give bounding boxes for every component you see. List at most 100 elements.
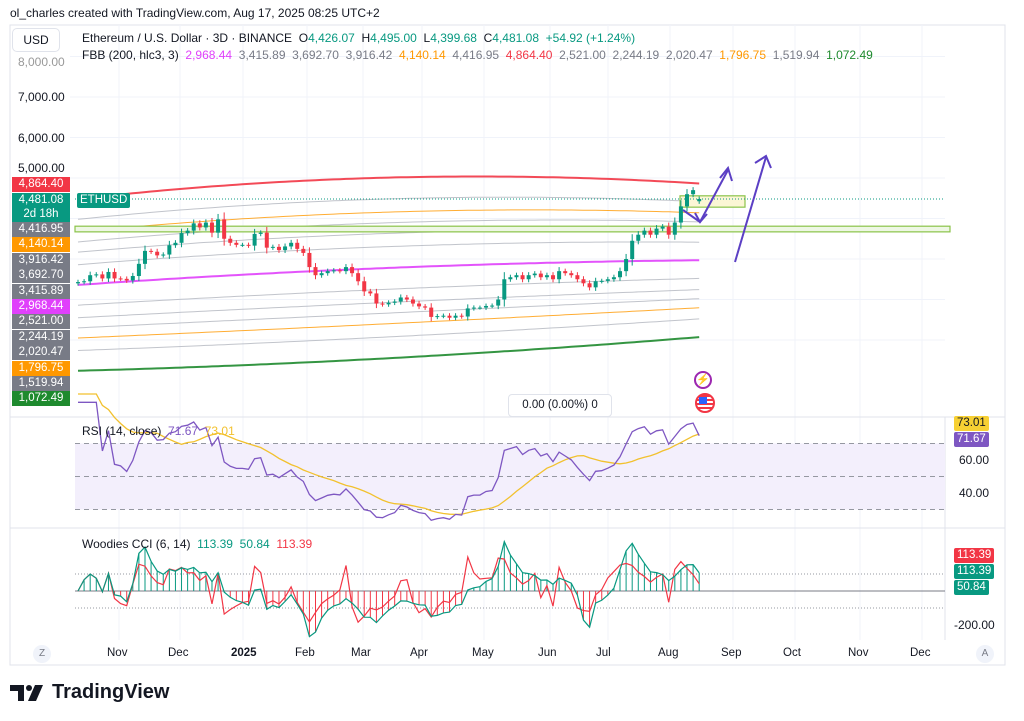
candle-body [112,271,117,279]
candle-body [417,303,422,307]
candle-body [155,251,160,256]
fbb-value: 4,416.95 [452,48,500,62]
fbb-value: 2,968.44 [185,48,233,62]
candle-body [520,275,525,280]
time-axis-label: Aug [658,647,679,659]
fbb-value: 3,916.42 [345,48,393,62]
candle-body [350,267,355,274]
time-axis-label: Apr [410,647,428,659]
candle-body [130,276,135,281]
candle-body [343,267,348,272]
candle-body [672,222,677,235]
fbb-value: 2,521.00 [559,48,606,62]
cci-value: 113.39 [197,537,233,551]
fbb-value: 3,415.89 [238,48,286,62]
candle-body [404,297,409,300]
candle-body [465,308,470,317]
candle-body [142,250,147,264]
lightning-event-icon[interactable]: ⚡ [694,371,712,389]
support-zone [74,225,951,233]
candle-body [605,279,610,281]
band-price-label: 2,020.47 [12,345,70,361]
candle-body [228,238,233,243]
arrow-head-icon [719,165,733,182]
rsi-tick: 60.00 [959,453,990,467]
cci-legend[interactable]: Woodies CCI (6, 14) 113.39 50.84 113.39 [82,537,312,551]
fbb-band-line [77,336,700,372]
ticker-tag: ETHUSD [77,193,131,208]
zoom-reset-button[interactable]: Z [33,645,51,663]
time-axis-label: May [472,647,494,659]
cci-tick: -200.00 [954,618,995,632]
rsi-legend[interactable]: RSI (14, close) 71.67 73.01 [82,424,235,438]
candle-body [538,273,543,278]
change-value: +54.92 (+1.24%) [545,31,636,45]
tradingview-logo[interactable]: TradingView [10,681,169,704]
candle-body [477,307,482,309]
candle-body [289,242,294,247]
candle-body [276,246,281,251]
fbb-band-line [77,298,700,329]
fbb-band-line [77,318,700,351]
candle-body [124,278,129,281]
candle-body [648,230,653,235]
candle-body [356,273,361,282]
candle-body [94,274,99,276]
candle-body [496,299,501,306]
candle-body [319,273,324,276]
high-label: H [361,31,371,45]
candle-body [398,297,403,302]
candle-body [587,283,592,288]
fbb-value: 1,072.49 [826,48,873,62]
candle-body [191,223,196,231]
open-label: O [298,31,309,45]
cci-tag: 50.84 [954,580,989,595]
candle-body [313,267,318,276]
candle-body [697,199,702,202]
candle-body [691,190,696,195]
candle-body [642,230,647,235]
band-price-label: 4,140.14 [12,237,70,253]
candle-body [100,274,105,279]
candle-body [203,222,208,228]
candle-body [173,242,178,246]
fbb-value: 4,140.14 [398,48,446,62]
fbb-band-line [77,307,700,339]
time-axis-label: Jul [596,647,611,659]
rsi-value: 71.67 [168,424,199,438]
candle-body [301,248,306,253]
us-flag-event-icon[interactable] [695,393,715,413]
candle-body [307,252,312,268]
candle-body [295,242,300,249]
candle-body [149,250,154,252]
cci-tag: 113.39 [954,548,995,563]
rsi-ma-value: 73.01 [204,424,235,438]
candle-body [185,230,190,234]
bar-countdown: 2d 18h [23,208,59,220]
band-price-label: 2,521.00 [12,314,70,330]
last-price: 4,481.08 [18,194,64,206]
fbb-value: 4,864.40 [505,48,553,62]
fbb-band-line [77,241,700,266]
fbb-legend[interactable]: FBB (200, hlc3, 3) 2,968.44 3,415.89 3,6… [82,48,873,62]
candle-body [630,240,635,259]
candle-body [611,277,616,280]
band-price-label: 1,519.94 [12,376,70,391]
fbb-band-line [77,209,700,233]
time-axis-label: Dec [168,647,189,659]
candle-body [678,206,683,223]
rsi-ma-line [78,393,700,516]
candle-body [106,271,111,279]
candle-body [459,315,464,317]
currency-button[interactable]: USD [12,28,60,52]
demand-zone [679,195,746,208]
fbb-band-line [77,175,700,201]
auto-scale-button[interactable]: A [976,645,994,663]
candle-body [490,305,495,307]
arrow-head-icon [694,212,708,224]
candle-body [161,254,166,256]
candle-body [136,263,141,277]
symbol-legend: Ethereum / U.S. Dollar · 3D · BINANCE O4… [82,31,635,45]
